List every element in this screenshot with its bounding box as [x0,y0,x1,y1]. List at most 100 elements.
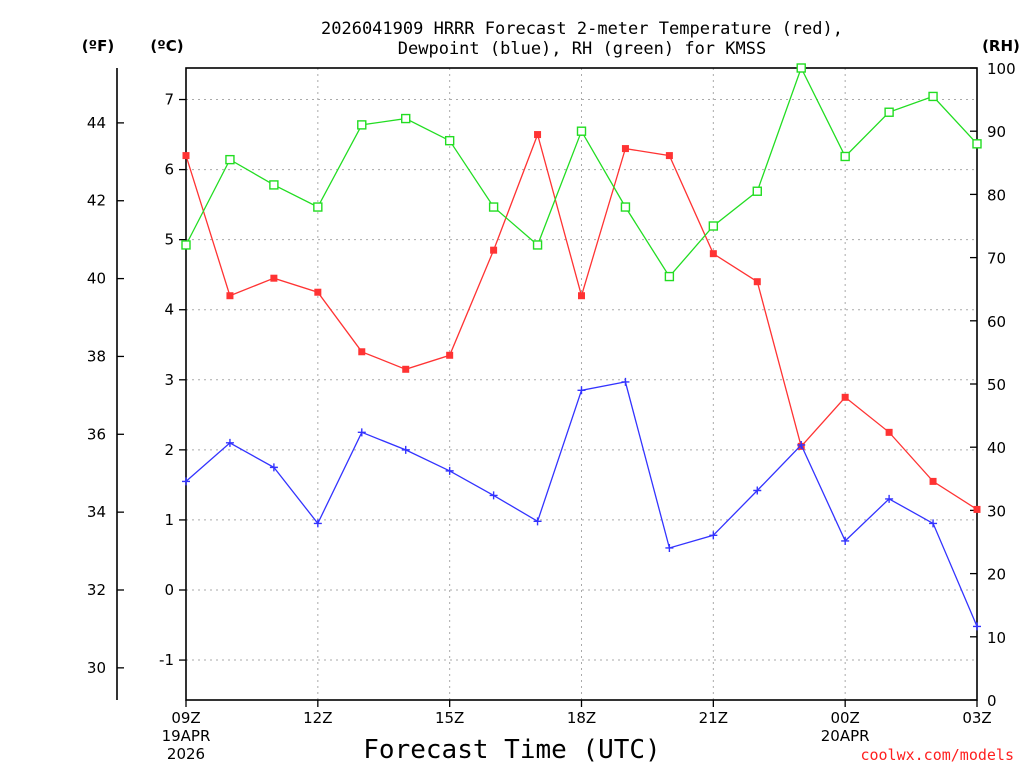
temperature-point [578,292,585,300]
celsius-tick-label: 6 [164,161,174,179]
credit-text: coolwx.com/models [860,746,1014,764]
temperature-point [929,477,937,485]
dewpoint-point [797,440,806,449]
temperature-point [885,428,893,436]
dewpoint-point [225,438,234,447]
celsius-tick-label: 0 [164,581,174,599]
rh-tick-label: 80 [987,186,1006,204]
rh-point [401,113,411,124]
rh-point [181,240,191,250]
x-tick-label: 03Z [962,709,991,727]
rh-point [576,126,587,136]
temperature-point [621,145,629,153]
temperature-point [446,351,454,359]
rh-tick-label: 90 [987,123,1006,141]
dewpoint-point [577,386,586,395]
temperature-point [314,288,322,296]
dewpoint-point [401,445,410,454]
fahrenheit-unit-label: (ºF) [82,37,114,55]
dewpoint-point [929,519,938,528]
dewpoint-point [841,536,850,545]
celsius-tick-label: 5 [164,231,174,249]
rh-tick-label: 0 [987,692,997,710]
plot-frame [185,67,978,701]
dewpoint-point [269,463,278,472]
fahrenheit-tick-label: 42 [87,192,106,210]
rh-point [752,186,762,196]
x-tick-date: 19APR [162,727,211,745]
rh-tick-label: 20 [987,566,1006,584]
rh-point [488,202,499,212]
rh-point [664,271,675,282]
chart-title-line1: 2026041909 HRRR Forecast 2-meter Tempera… [321,19,843,39]
rh-tick-label: 100 [987,60,1016,78]
dewpoint-point [885,494,894,503]
temperature-point [358,348,366,356]
x-tick-date: 20APR [821,727,870,745]
temperature-point [665,152,673,160]
dewpoint-point [621,377,630,386]
rh-point [620,202,631,212]
rh-point [708,221,719,231]
temperature-point [753,278,761,286]
dewpoint-point [973,622,981,631]
rh-tick-label: 40 [987,439,1006,457]
dewpoint-point [182,477,190,486]
temperature-point [182,152,190,160]
x-tick-label: 21Z [699,709,728,727]
temperature-point [402,365,410,373]
x-tick-label: 12Z [303,709,332,727]
chart-title-line2: Dewpoint (blue), RH (green) for KMSS [398,39,766,59]
rh-unit-label: (RH) [982,37,1020,55]
dewpoint-point [357,428,366,437]
rh-point [313,202,323,212]
celsius-tick-label: 7 [164,91,174,109]
rh-point [972,139,982,149]
temperature-point [973,505,981,513]
temperature-point [534,131,542,139]
celsius-tick-label: 3 [164,371,174,389]
dewpoint-point [665,543,674,552]
fahrenheit-tick-label: 30 [87,659,106,677]
x-axis-label: Forecast Time (UTC) [363,735,660,765]
rh-point [796,63,806,73]
rh-tick-label: 60 [987,313,1006,331]
fahrenheit-tick-label: 40 [87,270,106,288]
rh-point [928,91,938,102]
rh-point [444,135,455,146]
celsius-tick-label: 4 [164,301,174,319]
rh-point [357,120,367,130]
x-tick-label: 00Z [830,709,859,727]
temperature-point [841,393,849,401]
dewpoint-point [489,491,498,500]
dewpoint-point [709,531,718,540]
x-tick-label: 15Z [435,709,464,727]
fahrenheit-tick-label: 32 [87,581,106,599]
fahrenheit-tick-label: 34 [87,503,106,521]
dewpoint-point [313,519,322,528]
temperature-point [490,246,498,254]
rh-tick-label: 30 [987,502,1006,520]
temperature-point [709,250,717,258]
x-tick-label: 09Z [171,709,200,727]
x-tick-label: 18Z [567,709,596,727]
fahrenheit-tick-label: 36 [87,425,106,443]
series [181,63,982,631]
temperature-point [226,292,234,300]
rh-tick-label: 70 [987,250,1006,268]
temperature-point [270,274,278,282]
rh-point [269,180,279,190]
rh-point [884,107,894,117]
x-tick-year: 2026 [167,745,205,763]
celsius-tick-label: -1 [159,651,174,669]
rh-point [532,240,543,250]
rh-point [225,154,235,165]
celsius-tick-label: 1 [164,511,174,529]
rh-point [840,151,850,162]
dewpoint-point [445,466,454,475]
fahrenheit-tick-label: 38 [87,347,106,365]
dewpoint-point [533,517,542,526]
celsius-unit-label: (ºC) [150,37,183,55]
dewpoint-point [753,486,762,495]
